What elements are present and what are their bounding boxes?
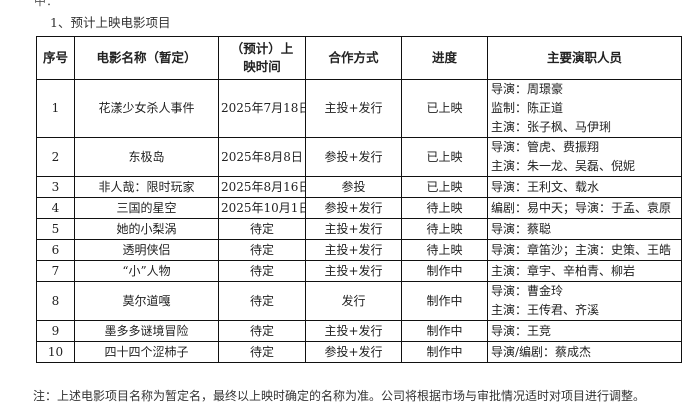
header-no: 序号 <box>36 36 75 80</box>
staff-line: 主演：朱一龙、吴磊、倪妮 <box>491 159 636 173</box>
cell-date: 待定 <box>218 239 306 261</box>
cell-staff: 导演：王竞 <box>487 320 682 342</box>
staff-line: 导演：周璟豪 <box>491 82 564 96</box>
cell-status: 已上映 <box>401 176 488 198</box>
staff-line: 监制：陈正道 <box>491 101 564 115</box>
cell-date: 2025年8月16日 <box>218 176 306 198</box>
cell-mode: 主投+发行 <box>305 218 402 240</box>
table-row: 8 莫尔道嘎 待定 发行 制作中 导演：曹金玲主演：王传君、齐溪 <box>36 281 682 321</box>
cell-status: 已上映 <box>401 137 488 177</box>
header-mode: 合作方式 <box>305 36 402 80</box>
table-row: 4 三国的星空 2025年10月1日 参投+发行 待上映 编剧：易中天；导演：于孟、袁原 <box>36 197 682 219</box>
cell-title: 莫尔道嘎 <box>74 281 219 321</box>
cell-staff: 导演：蔡聪 <box>487 218 682 240</box>
cell-no: 5 <box>36 218 75 240</box>
table-header-row: 序号 电影名称（暂定） （预计）上映时间 合作方式 进度 主要演职人员 <box>36 36 682 80</box>
cell-date: 待定 <box>218 341 306 363</box>
cell-status: 待上映 <box>401 239 488 261</box>
cell-mode: 参投+发行 <box>305 137 402 177</box>
cell-date: 2025年7月18日 <box>218 79 306 138</box>
cell-date: 待定 <box>218 281 306 321</box>
section-heading: 1、预计上映电影项目 <box>50 15 171 30</box>
cell-no: 7 <box>36 260 75 282</box>
footnote: 注：上述电影项目名称为暂定名，最终以上映时确定的名称为准。公司将根据市场与审批情… <box>33 389 646 403</box>
cell-status: 待上映 <box>401 197 488 219</box>
cell-title: 东极岛 <box>74 137 219 177</box>
previous-text-fragment: 中： <box>34 0 59 8</box>
cell-date: 待定 <box>218 320 306 342</box>
table-row: 10 四十四个涩柿子 待定 参投+发行 制作中 导演/编剧：蔡成杰 <box>36 341 682 363</box>
cell-date: 待定 <box>218 260 306 282</box>
staff-line: 导演：王竞 <box>491 323 552 338</box>
cell-no: 6 <box>36 239 75 261</box>
cell-staff: 导演：章笛沙；主演：史策、王皓 <box>487 239 682 261</box>
cell-status: 已上映 <box>401 79 488 138</box>
staff-line: 导演：蔡聪 <box>491 221 552 236</box>
cell-no: 1 <box>36 79 75 138</box>
cell-staff: 导演：周璟豪 监制：陈正道主演：张子枫、马伊琍 <box>487 79 682 138</box>
header-staff: 主要演职人员 <box>487 36 682 80</box>
film-projects-table: 序号 电影名称（暂定） （预计）上映时间 合作方式 进度 主要演职人员 1 花漾少… <box>36 36 682 363</box>
cell-date: 2025年8月8日 <box>218 137 306 177</box>
cell-mode: 主投+发行 <box>305 320 402 342</box>
cell-no: 9 <box>36 320 75 342</box>
cell-title: 她的小梨涡 <box>74 218 219 240</box>
staff-line: 导演：曹金玲 <box>491 284 564 298</box>
cell-staff: 导演：管虎、费振翔主演：朱一龙、吴磊、倪妮 <box>487 137 682 177</box>
cell-staff: 导演：曹金玲主演：王传君、齐溪 <box>487 281 682 321</box>
cell-title: 透明侠侣 <box>74 239 219 261</box>
staff-line: 导演：王利文、载水 <box>491 179 600 194</box>
header-title: 电影名称（暂定） <box>74 36 219 80</box>
staff-line: 编剧：易中天；导演：于孟、袁原 <box>491 200 672 215</box>
cell-status: 制作中 <box>401 281 488 321</box>
cell-title: 墨多多谜境冒险 <box>74 320 219 342</box>
table-row: 5 她的小梨涡 待定 主投+发行 待上映 导演：蔡聪 <box>36 218 682 240</box>
table-row: 3 非人哉：限时玩家 2025年8月16日 参投 已上映 导演：王利文、载水 <box>36 176 682 198</box>
cell-staff: 编剧：易中天；导演：于孟、袁原 <box>487 197 682 219</box>
cell-mode: 主投+发行 <box>305 260 402 282</box>
cell-no: 2 <box>36 137 75 177</box>
header-date: （预计）上映时间 <box>218 36 306 80</box>
table-row: 9 墨多多谜境冒险 待定 主投+发行 制作中 导演：王竞 <box>36 320 682 342</box>
cell-mode: 主投+发行 <box>305 239 402 261</box>
cell-date: 待定 <box>218 218 306 240</box>
staff-line: 导演：管虎、费振翔 <box>491 140 600 154</box>
table-row: 6 透明侠侣 待定 主投+发行 待上映 导演：章笛沙；主演：史策、王皓 <box>36 239 682 261</box>
staff-line: 主演：王传君、齐溪 <box>491 303 600 317</box>
cell-staff: 导演：王利文、载水 <box>487 176 682 198</box>
cell-mode: 参投 <box>305 176 402 198</box>
staff-line: 导演/编剧：蔡成杰 <box>491 344 592 359</box>
cell-status: 制作中 <box>401 260 488 282</box>
cell-mode: 参投+发行 <box>305 341 402 363</box>
cell-status: 制作中 <box>401 341 488 363</box>
table-row: 7 “小”人物 待定 主投+发行 制作中 主演：章宇、辛柏青、柳岩 <box>36 260 682 282</box>
cell-status: 制作中 <box>401 320 488 342</box>
cell-title: 三国的星空 <box>74 197 219 219</box>
header-status: 进度 <box>401 36 488 80</box>
staff-line: 主演：张子枫、马伊琍 <box>491 120 612 134</box>
cell-no: 3 <box>36 176 75 198</box>
cell-title: “小”人物 <box>74 260 219 282</box>
cell-date: 2025年10月1日 <box>218 197 306 219</box>
cell-title: 四十四个涩柿子 <box>74 341 219 363</box>
cell-no: 8 <box>36 281 75 321</box>
cell-no: 4 <box>36 197 75 219</box>
cell-mode: 发行 <box>305 281 402 321</box>
table-row: 2 东极岛 2025年8月8日 参投+发行 已上映 导演：管虎、费振翔主演：朱一龙、吴磊、… <box>36 137 682 177</box>
staff-line: 导演：章笛沙；主演：史策、王皓 <box>491 242 672 257</box>
cell-staff: 主演：章宇、辛柏青、柳岩 <box>487 260 682 282</box>
cell-mode: 主投+发行 <box>305 79 402 138</box>
cell-title: 非人哉：限时玩家 <box>74 176 219 198</box>
staff-line: 主演：章宇、辛柏青、柳岩 <box>491 263 636 278</box>
cell-staff: 导演/编剧：蔡成杰 <box>487 341 682 363</box>
cell-no: 10 <box>36 341 75 363</box>
cell-mode: 参投+发行 <box>305 197 402 219</box>
cell-status: 待上映 <box>401 218 488 240</box>
cell-title: 花漾少女杀人事件 <box>74 79 219 138</box>
table-row: 1 花漾少女杀人事件 2025年7月18日 主投+发行 已上映 导演：周璟豪 监制：陈正道主… <box>36 79 682 138</box>
